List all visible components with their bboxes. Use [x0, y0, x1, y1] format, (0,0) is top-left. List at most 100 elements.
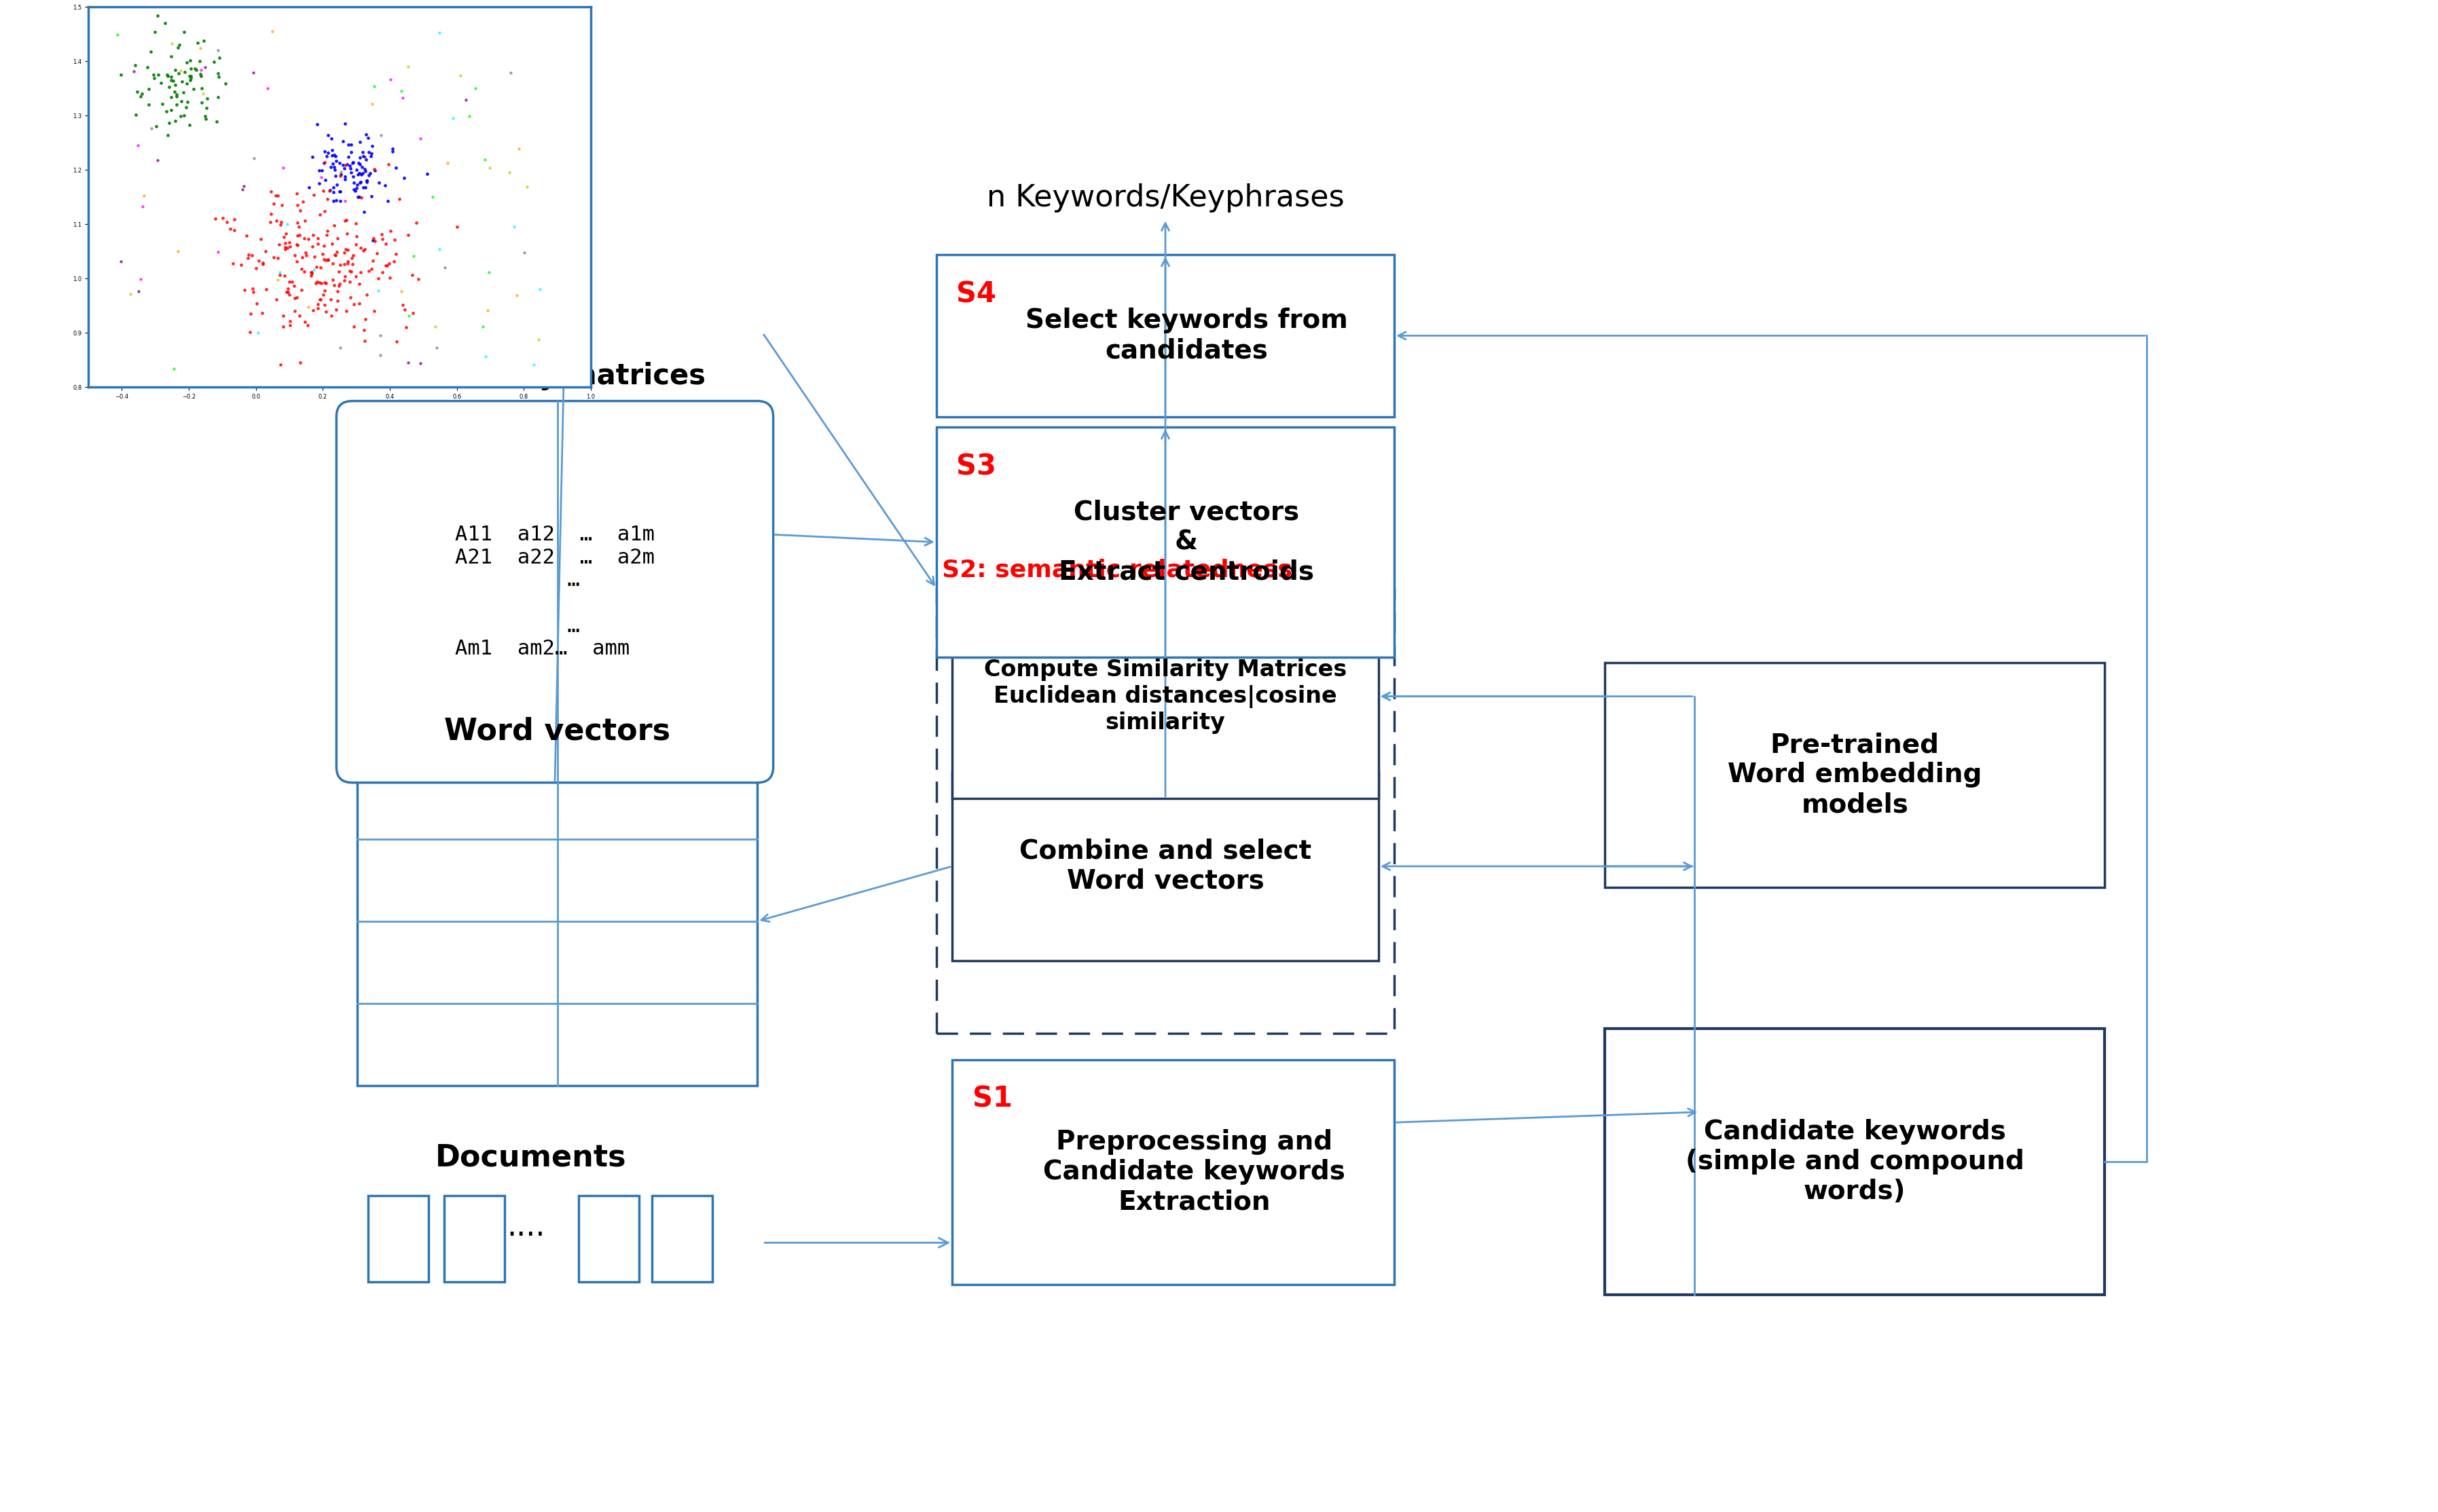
Point	[268, 280, 307, 304]
Point	[354, 157, 393, 181]
Point	[366, 231, 405, 256]
Point	[319, 180, 358, 204]
Bar	[951, 773, 1377, 960]
Point	[166, 20, 205, 44]
Point	[137, 115, 176, 139]
Point	[300, 256, 339, 280]
Point	[202, 206, 241, 230]
Point	[278, 210, 317, 234]
Point	[424, 256, 463, 280]
Point	[134, 65, 173, 89]
Point	[156, 109, 195, 133]
Point	[319, 272, 358, 296]
Point	[315, 189, 354, 213]
Point	[117, 80, 156, 104]
Point	[251, 201, 290, 225]
Point	[315, 213, 354, 237]
Point	[278, 215, 317, 239]
Point	[132, 116, 171, 141]
Point	[346, 145, 385, 169]
Point	[312, 144, 351, 168]
Point	[258, 245, 297, 269]
Point	[266, 221, 305, 245]
Point	[317, 148, 356, 172]
Point	[278, 231, 317, 256]
Point	[293, 234, 332, 259]
Point	[180, 57, 219, 82]
Bar	[951, 1060, 1395, 1285]
Point	[232, 301, 271, 325]
Point	[183, 91, 222, 115]
Point	[436, 215, 475, 239]
Point	[261, 260, 300, 284]
Point	[395, 243, 434, 268]
Point	[275, 299, 315, 324]
Point	[261, 213, 300, 237]
Point	[283, 278, 322, 302]
Point	[466, 345, 505, 369]
Text: Cluster vectors
&
Extract centroids: Cluster vectors & Extract centroids	[1058, 499, 1314, 585]
Point	[149, 110, 188, 135]
Point	[197, 38, 236, 62]
Point	[354, 225, 393, 249]
Point	[315, 157, 354, 181]
Point	[290, 175, 329, 200]
Point	[341, 171, 380, 195]
Point	[146, 11, 185, 35]
Point	[200, 45, 239, 70]
Point	[278, 286, 317, 310]
Bar	[368, 1196, 429, 1282]
Point	[302, 159, 341, 183]
Point	[327, 112, 366, 136]
Point	[315, 251, 354, 275]
Point	[329, 249, 368, 274]
Point	[383, 293, 422, 318]
Point	[161, 33, 200, 57]
Point	[256, 287, 295, 311]
Point	[293, 145, 332, 169]
Point	[139, 62, 178, 86]
Point	[254, 245, 293, 269]
Point	[380, 280, 419, 304]
Point	[324, 153, 363, 177]
Point	[278, 181, 317, 206]
Point	[312, 138, 351, 162]
Point	[312, 156, 351, 180]
Point	[319, 274, 358, 298]
Point	[307, 186, 346, 210]
Text: ....: ....	[507, 1213, 546, 1241]
Point	[100, 64, 139, 88]
Point	[261, 210, 300, 234]
Point	[283, 257, 322, 281]
Point	[419, 21, 458, 45]
Point	[207, 210, 246, 234]
Point	[258, 268, 297, 292]
Point	[197, 239, 236, 263]
Point	[283, 245, 322, 269]
Point	[290, 227, 329, 251]
Point	[149, 122, 188, 147]
Point	[158, 35, 197, 59]
Point	[356, 228, 395, 253]
Point	[117, 53, 156, 77]
Point	[251, 210, 290, 234]
Bar	[358, 756, 758, 1086]
Point	[119, 133, 158, 157]
Point	[168, 50, 207, 74]
Point	[156, 57, 195, 82]
Bar	[578, 1196, 639, 1282]
Point	[210, 216, 249, 240]
Point	[293, 260, 332, 284]
Point	[278, 194, 317, 218]
Point	[317, 187, 356, 212]
Point	[273, 271, 312, 295]
Point	[163, 80, 202, 104]
Point	[346, 283, 385, 307]
FancyBboxPatch shape	[336, 401, 773, 783]
Point	[388, 54, 427, 79]
Point	[254, 20, 293, 44]
Point	[246, 239, 285, 263]
Point	[397, 210, 436, 234]
Point	[332, 160, 371, 184]
Point	[234, 277, 273, 301]
